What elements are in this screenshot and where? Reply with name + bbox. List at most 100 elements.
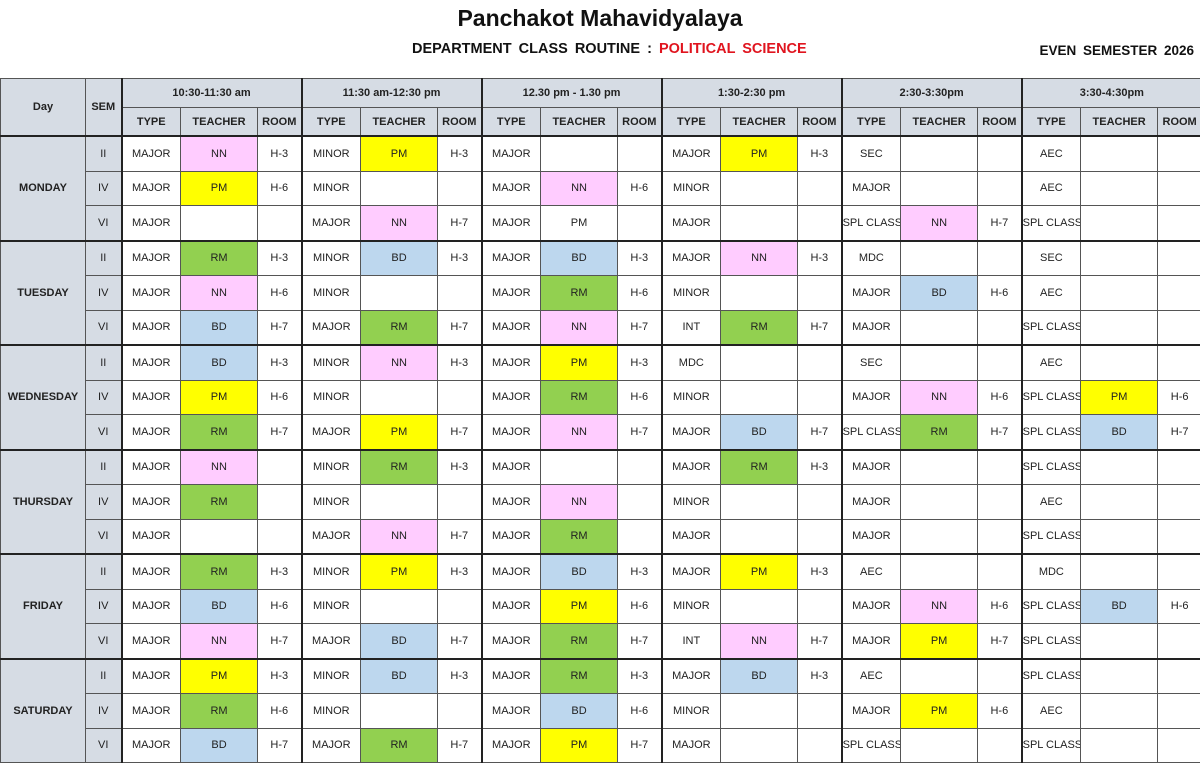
day-header: Day [1, 79, 86, 137]
room-column-header: ROOM [978, 108, 1022, 137]
teacher-cell: PM [361, 415, 438, 450]
room-cell [798, 380, 842, 415]
room-cell: H-6 [618, 589, 662, 624]
teacher-cell: PM [181, 659, 258, 694]
teacher-cell [1081, 171, 1158, 206]
sem-cell: II [86, 450, 122, 485]
room-cell [1158, 519, 1200, 554]
teacher-cell: BD [181, 728, 258, 763]
type-cell: INT [662, 310, 721, 345]
type-cell: MAJOR [662, 728, 721, 763]
day-cell: FRIDAY [1, 554, 86, 659]
type-cell: MAJOR [122, 624, 181, 659]
room-cell [258, 206, 302, 241]
room-cell [798, 694, 842, 729]
teacher-cell: RM [181, 694, 258, 729]
type-cell: MAJOR [482, 241, 541, 276]
type-cell: MAJOR [842, 276, 901, 311]
room-cell [978, 659, 1022, 694]
teacher-cell: RM [541, 380, 618, 415]
type-cell: MAJOR [842, 171, 901, 206]
type-cell: MAJOR [122, 241, 181, 276]
type-cell: MAJOR [302, 206, 361, 241]
room-cell [798, 728, 842, 763]
room-cell [618, 450, 662, 485]
type-cell: MAJOR [662, 136, 721, 171]
type-cell: MAJOR [122, 171, 181, 206]
teacher-cell: PM [721, 554, 798, 589]
teacher-cell: NN [721, 624, 798, 659]
time-slot-header: 11:30 am-12:30 pm [302, 79, 482, 108]
type-cell: MDC [1022, 554, 1081, 589]
sem-cell: IV [86, 589, 122, 624]
room-cell: H-7 [258, 310, 302, 345]
type-cell: SPL CLASS [1022, 310, 1081, 345]
type-cell: SPL CLASS [842, 206, 901, 241]
type-cell: AEC [1022, 485, 1081, 520]
teacher-cell [901, 345, 978, 380]
room-cell: H-6 [1158, 380, 1200, 415]
type-cell: SPL CLASS [1022, 728, 1081, 763]
type-cell: MAJOR [122, 380, 181, 415]
teacher-cell: BD [541, 554, 618, 589]
type-cell: MAJOR [122, 415, 181, 450]
type-cell: SEC [1022, 241, 1081, 276]
room-cell: H-7 [618, 728, 662, 763]
time-slot-header: 12.30 pm - 1.30 pm [482, 79, 662, 108]
room-cell [798, 589, 842, 624]
teacher-cell: PM [361, 554, 438, 589]
teacher-cell [901, 519, 978, 554]
teacher-cell [721, 519, 798, 554]
day-cell: TUESDAY [1, 241, 86, 346]
room-cell [978, 519, 1022, 554]
type-cell: MAJOR [842, 694, 901, 729]
room-cell [1158, 694, 1200, 729]
room-cell: H-6 [978, 589, 1022, 624]
sem-cell: VI [86, 415, 122, 450]
type-cell: AEC [842, 659, 901, 694]
teacher-cell [1081, 659, 1158, 694]
room-cell: H-3 [618, 345, 662, 380]
type-cell: MINOR [302, 450, 361, 485]
type-cell: MAJOR [482, 310, 541, 345]
sem-header: SEM [86, 79, 122, 137]
type-cell: MAJOR [482, 206, 541, 241]
teacher-cell [721, 589, 798, 624]
type-cell: MAJOR [662, 450, 721, 485]
room-column-header: ROOM [258, 108, 302, 137]
room-cell [258, 450, 302, 485]
room-cell: H-7 [798, 624, 842, 659]
teacher-cell [721, 694, 798, 729]
teacher-cell [361, 276, 438, 311]
room-cell [798, 519, 842, 554]
teacher-cell: NN [901, 380, 978, 415]
room-cell: H-6 [258, 276, 302, 311]
room-cell: H-3 [798, 241, 842, 276]
type-cell: AEC [1022, 171, 1081, 206]
type-cell: MAJOR [662, 206, 721, 241]
room-cell [978, 136, 1022, 171]
room-cell: H-7 [618, 624, 662, 659]
type-cell: MAJOR [122, 206, 181, 241]
room-cell: H-7 [978, 624, 1022, 659]
type-cell: MAJOR [122, 694, 181, 729]
teacher-cell [1081, 310, 1158, 345]
type-cell: MAJOR [122, 554, 181, 589]
type-cell: SPL CLASS [1022, 206, 1081, 241]
teacher-cell: NN [361, 206, 438, 241]
type-cell: MAJOR [482, 136, 541, 171]
room-cell [978, 485, 1022, 520]
type-cell: SPL CLASS [1022, 450, 1081, 485]
room-cell: H-3 [798, 136, 842, 171]
room-column-header: ROOM [798, 108, 842, 137]
type-cell: SPL CLASS [1022, 519, 1081, 554]
type-column-header: TYPE [482, 108, 541, 137]
room-cell [258, 519, 302, 554]
room-cell [1158, 206, 1200, 241]
room-cell [978, 728, 1022, 763]
department-name: POLITICAL SCIENCE [659, 41, 807, 57]
